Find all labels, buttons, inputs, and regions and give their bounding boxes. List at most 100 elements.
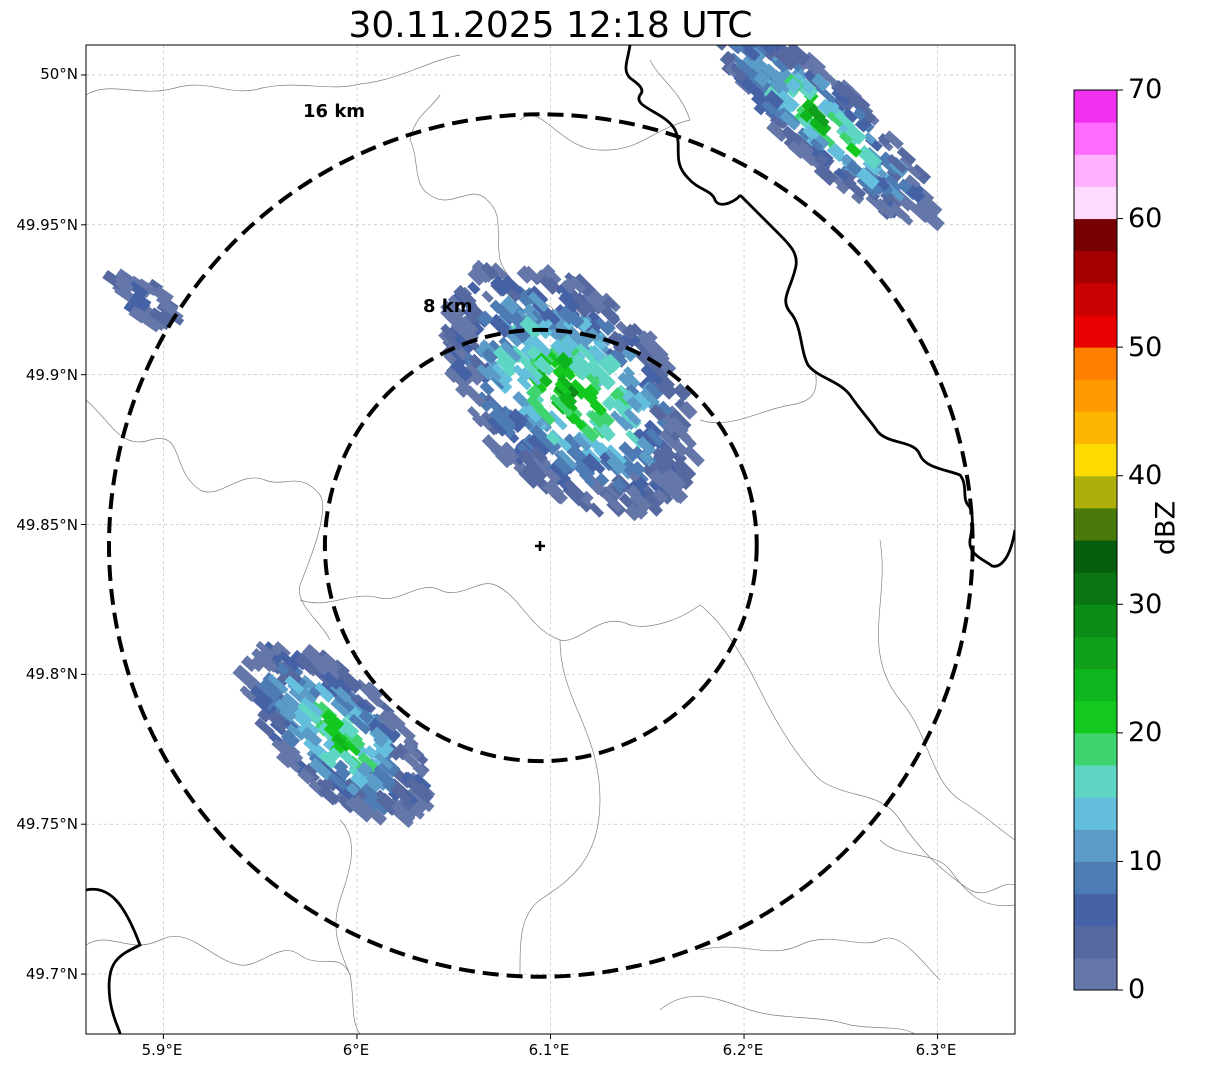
echo-pixel bbox=[368, 796, 389, 816]
echo-pixel bbox=[787, 140, 807, 160]
radar-echoes bbox=[102, 10, 945, 829]
echo-pixel bbox=[569, 289, 587, 306]
echo-pixel bbox=[312, 681, 335, 703]
echo-pixel bbox=[128, 280, 149, 299]
echo-pixel bbox=[523, 403, 543, 423]
echo-pixel bbox=[286, 723, 300, 736]
echo-pixel bbox=[273, 698, 295, 718]
echo-pixel bbox=[653, 448, 676, 471]
echo-pixel bbox=[772, 113, 788, 130]
echo-pixel bbox=[809, 138, 824, 152]
colorbar-segment bbox=[1074, 604, 1117, 637]
echo-pixel bbox=[652, 488, 668, 504]
commune-borders bbox=[86, 54, 1015, 1034]
echo-pixel bbox=[330, 697, 352, 718]
echo-pixel bbox=[702, 16, 722, 35]
echo-pixel bbox=[308, 757, 333, 781]
echo-pixel bbox=[302, 690, 317, 704]
echo-pixel bbox=[852, 107, 867, 122]
echo-pixel bbox=[502, 361, 518, 378]
echo-pixel bbox=[877, 132, 892, 147]
echo-pixel bbox=[348, 713, 371, 735]
echo-pixel bbox=[722, 45, 743, 55]
echo-pixel bbox=[740, 20, 760, 39]
colorbar-segment bbox=[1074, 540, 1117, 573]
echo-pixel bbox=[560, 334, 579, 353]
echo-pixel bbox=[571, 273, 597, 298]
echo-pixel bbox=[748, 45, 770, 58]
echo-pixel bbox=[545, 430, 561, 446]
colorbar-segment bbox=[1074, 90, 1117, 123]
colorbar-segment bbox=[1074, 668, 1117, 702]
echo-pixel bbox=[584, 359, 603, 378]
echo-pixel bbox=[591, 289, 606, 304]
echo-pixel bbox=[528, 291, 549, 313]
lat-tick-label: 49.7°N bbox=[25, 965, 78, 983]
echo-pixel bbox=[506, 287, 522, 303]
echo-pixel bbox=[550, 338, 573, 361]
echo-pixel bbox=[644, 381, 664, 400]
echo-pixel bbox=[480, 262, 499, 280]
echo-pixel bbox=[651, 353, 674, 376]
echo-pixel bbox=[370, 726, 390, 745]
echo-pixel bbox=[479, 380, 495, 396]
echo-pixel bbox=[549, 393, 562, 406]
colorbar-segment bbox=[1074, 636, 1117, 670]
echo-pixel bbox=[556, 374, 573, 390]
echo-pixel bbox=[749, 21, 766, 37]
echo-pixel bbox=[390, 783, 413, 805]
range-ring-16km bbox=[106, 112, 975, 979]
echo-pixel bbox=[603, 481, 624, 502]
echo-pixel bbox=[462, 363, 485, 386]
echo-pixel bbox=[453, 284, 477, 309]
colorbar-segment bbox=[1074, 475, 1117, 509]
echo-pixel bbox=[685, 436, 697, 449]
echo-pixel bbox=[624, 503, 643, 522]
echo-pixel bbox=[484, 364, 502, 383]
echo-pixel bbox=[678, 401, 698, 420]
echo-pixel bbox=[576, 300, 594, 318]
colorbar-segment bbox=[1074, 797, 1117, 830]
echo-pixel bbox=[394, 807, 414, 826]
echo-pixel bbox=[530, 446, 548, 464]
echo-pixel bbox=[832, 80, 852, 99]
echo-pixel bbox=[760, 23, 783, 45]
echo-pixel bbox=[518, 466, 541, 489]
echo-pixel bbox=[558, 291, 581, 313]
echo-pixel bbox=[638, 450, 655, 467]
echo-pixel bbox=[808, 114, 832, 137]
echo-pixel bbox=[332, 733, 352, 752]
echo-pixel bbox=[645, 428, 664, 447]
echo-pixel bbox=[711, 10, 724, 23]
echo-pixel bbox=[376, 709, 401, 733]
echo-pixel bbox=[920, 207, 945, 232]
colorbar-segment bbox=[1074, 347, 1117, 380]
echo-pixel bbox=[541, 264, 556, 279]
echo-pixel bbox=[831, 97, 847, 113]
echo-pixel bbox=[487, 416, 507, 437]
echo-pixel bbox=[284, 675, 305, 695]
echo-pixel bbox=[588, 344, 606, 363]
echo-pixel bbox=[128, 305, 148, 324]
echo-pixel bbox=[839, 131, 853, 145]
echo-pixel bbox=[254, 717, 275, 738]
echo-pixel bbox=[784, 45, 811, 67]
echo-pixel bbox=[753, 101, 768, 116]
echo-pixel bbox=[322, 776, 338, 792]
echo-pixel bbox=[665, 481, 689, 505]
echo-pixel bbox=[375, 789, 398, 810]
echo-pixel bbox=[307, 686, 322, 700]
lon-tick-label: 6.1°E bbox=[528, 1041, 570, 1059]
echo-pixel bbox=[655, 400, 674, 419]
echo-cell bbox=[438, 259, 705, 522]
echo-pixel bbox=[533, 355, 551, 373]
echo-pixel bbox=[557, 305, 577, 325]
echo-pixel bbox=[814, 152, 830, 168]
colorbar-frame bbox=[1073, 89, 1118, 991]
echo-pixel bbox=[547, 409, 568, 431]
echo-pixel bbox=[267, 712, 288, 732]
echo-pixel bbox=[712, 45, 729, 51]
echo-pixel bbox=[249, 685, 274, 709]
colorbar-segment bbox=[1074, 218, 1117, 252]
